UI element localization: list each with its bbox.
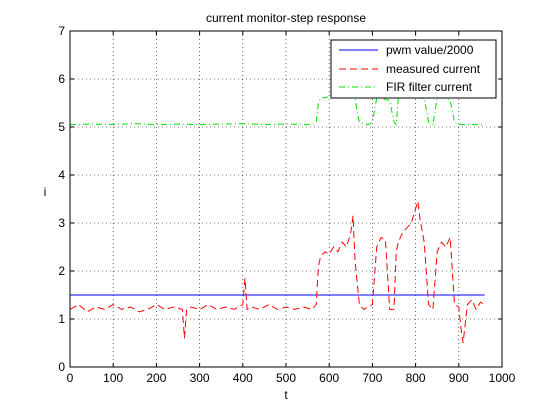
x-tick-label: 1000 <box>489 371 516 385</box>
series-measured-current <box>69 201 485 344</box>
legend: pwm value/2000 measured current FIR filt… <box>330 39 497 99</box>
legend-label-fir: FIR filter current <box>386 80 473 94</box>
x-tick-label: 0 <box>67 371 74 385</box>
x-tick-label: 400 <box>233 371 253 385</box>
ticks: 0 100 200 300 400 500 600 700 800 900 1000 0 1 2 3 4 5 6 7 <box>58 24 515 385</box>
x-tick-label: 600 <box>319 371 339 385</box>
x-tick-label: 500 <box>276 371 296 385</box>
y-axis-label: i <box>44 185 47 199</box>
x-tick-label: 800 <box>406 371 426 385</box>
y-tick-label: 1 <box>58 312 65 326</box>
x-tick-label: 100 <box>103 371 123 385</box>
y-tick-label: 3 <box>58 216 65 230</box>
x-tick-label: 700 <box>362 371 382 385</box>
y-tick-label: 0 <box>58 360 65 374</box>
y-tick-label: 7 <box>58 24 65 38</box>
y-tick-label: 2 <box>58 264 65 278</box>
x-axis-label: t <box>284 388 288 402</box>
x-tick-label: 200 <box>146 371 166 385</box>
x-tick-label: 300 <box>190 371 210 385</box>
legend-label-measured: measured current <box>386 62 481 76</box>
x-tick-label: 900 <box>449 371 469 385</box>
series-layer <box>69 95 485 344</box>
y-tick-label: 6 <box>58 72 65 86</box>
legend-label-pwm: pwm value/2000 <box>386 43 474 57</box>
chart-title: current monitor-step response <box>206 11 366 25</box>
series-fir-filter-current <box>69 95 485 126</box>
y-tick-label: 4 <box>58 168 65 182</box>
y-tick-label: 5 <box>58 120 65 134</box>
